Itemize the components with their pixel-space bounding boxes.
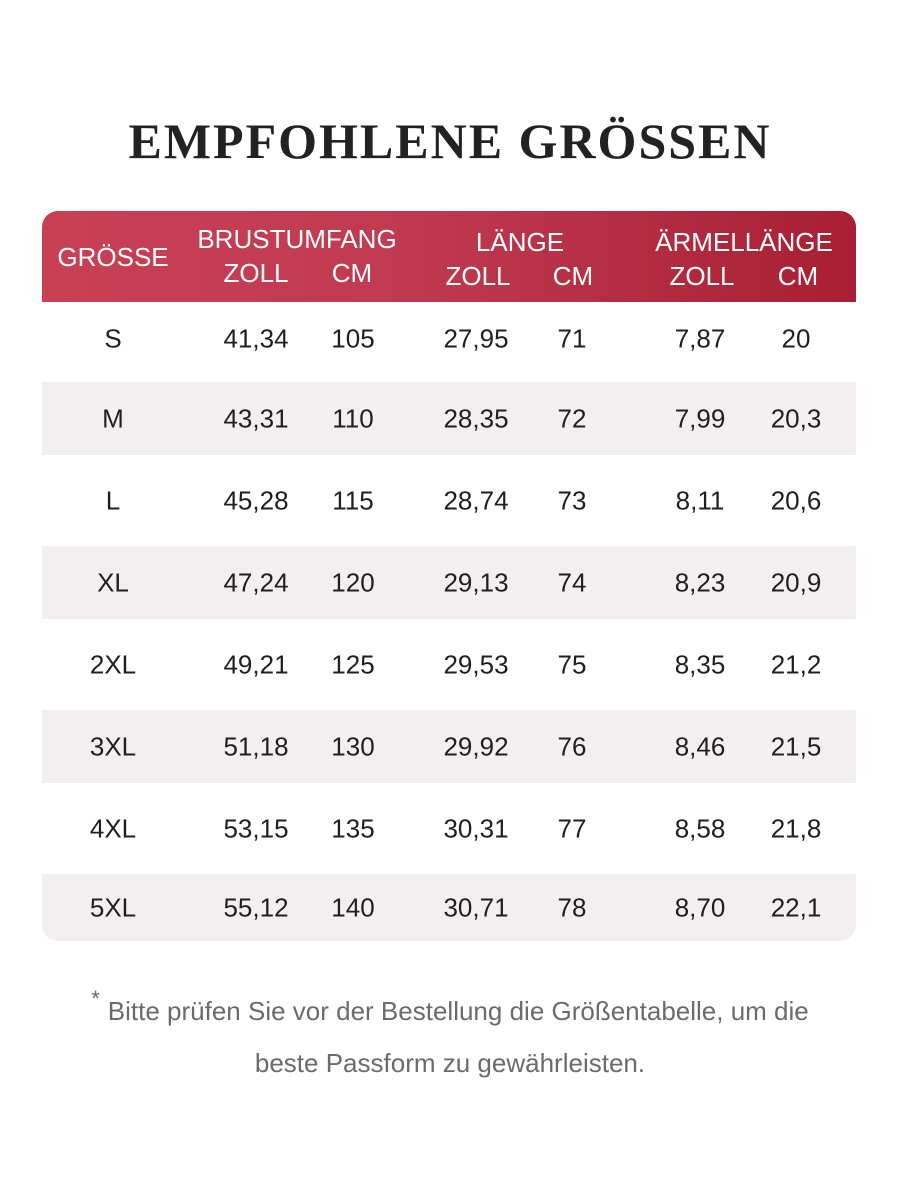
cell-sleeve-cm: 22,1 [770, 892, 822, 922]
table-body: S 41,34 105 27,95 71 7,87 20 M 43,31 110 28,35 72 7,… [42, 302, 856, 941]
cell-chest-inch: 53,15 [223, 813, 289, 843]
cell-length-inch: 29,13 [443, 567, 509, 597]
cell-length-inch: 27,95 [443, 323, 509, 353]
cell-sleeve-cm: 21,8 [770, 813, 822, 843]
header-chest-cm: CM [331, 258, 373, 288]
table-header: GRÖSSE BRUSTUMFANG ZOLL CM LÄNGE ZOLL CM… [42, 211, 856, 302]
cell-sleeve-inch: 8,35 [674, 649, 726, 679]
cell-sleeve-inch: 8,58 [674, 813, 726, 843]
cell-length-cm: 71 [557, 323, 587, 353]
cell-sleeve-inch: 8,46 [674, 731, 726, 761]
cell-sleeve-inch: 8,70 [674, 892, 726, 922]
note-asterisk: * [91, 986, 100, 1011]
table-row: XL 47,24 120 29,13 74 8,23 20,9 [42, 546, 856, 619]
cell-length-cm: 73 [557, 485, 587, 515]
table-row: L 45,28 115 28,74 73 8,11 20,6 [42, 464, 856, 537]
cell-sleeve-inch: 8,23 [674, 567, 726, 597]
cell-sleeve-cm: 21,2 [770, 649, 822, 679]
cell-chest-inch: 51,18 [223, 731, 289, 761]
cell-length-inch: 29,53 [443, 649, 509, 679]
header-sleeve-cm: CM [777, 261, 819, 291]
cell-length-cm: 76 [557, 731, 587, 761]
header-sleeve-inch: ZOLL [669, 261, 735, 291]
header-size: GRÖSSE [57, 242, 169, 272]
cell-size: 4XL [89, 813, 137, 843]
cell-length-inch: 28,35 [443, 403, 509, 433]
cell-length-inch: 30,71 [443, 892, 509, 922]
table-row: 2XL 49,21 125 29,53 75 8,35 21,2 [42, 628, 856, 701]
cell-size: M [102, 403, 124, 433]
cell-sleeve-cm: 20 [781, 323, 811, 353]
cell-sleeve-cm: 20,9 [770, 567, 822, 597]
cell-size: 2XL [89, 649, 137, 679]
cell-chest-cm: 110 [332, 403, 374, 433]
cell-size: L [105, 485, 121, 515]
cell-sleeve-cm: 21,5 [770, 731, 822, 761]
cell-chest-inch: 43,31 [223, 403, 289, 433]
page-title: EMPFOHLENE GRÖSSEN [128, 113, 772, 169]
cell-size: 3XL [89, 731, 137, 761]
header-length: LÄNGE [475, 227, 565, 257]
cell-chest-cm: 120 [331, 567, 375, 597]
header-length-inch: ZOLL [445, 261, 511, 291]
cell-length-cm: 72 [557, 403, 587, 433]
cell-chest-cm: 140 [331, 892, 375, 922]
cell-chest-cm: 105 [331, 323, 375, 353]
header-length-cm: CM [552, 261, 594, 291]
cell-size: XL [97, 567, 129, 597]
cell-sleeve-cm: 20,3 [770, 403, 822, 433]
cell-sleeve-inch: 7,99 [674, 403, 726, 433]
table-row: 4XL 53,15 135 30,31 77 8,58 21,8 [42, 792, 856, 865]
header-sleeve: ÄRMELLÄNGE [655, 227, 833, 257]
cell-length-inch: 29,92 [443, 731, 509, 761]
cell-chest-cm: 115 [332, 485, 374, 515]
table-row: M 43,31 110 28,35 72 7,99 20,3 [42, 382, 856, 455]
cell-length-cm: 77 [557, 813, 587, 843]
header-chest: BRUSTUMFANG [197, 224, 397, 254]
cell-chest-inch: 49,21 [223, 649, 289, 679]
table-row: 3XL 51,18 130 29,92 76 8,46 21,5 [42, 710, 856, 783]
cell-length-inch: 30,31 [443, 813, 509, 843]
note-line-1: * Bitte prüfen Sie vor der Bestellung die… [0, 986, 900, 1027]
cell-length-cm: 78 [557, 892, 587, 922]
cell-chest-inch: 55,12 [223, 892, 289, 922]
cell-sleeve-inch: 8,11 [675, 485, 725, 515]
cell-length-inch: 28,74 [443, 485, 509, 515]
note-line-2: beste Passform zu gewährleisten. [254, 1048, 646, 1078]
cell-sleeve-cm: 20,6 [770, 485, 822, 515]
cell-chest-inch: 47,24 [223, 567, 289, 597]
cell-size: S [104, 323, 122, 353]
cell-chest-inch: 45,28 [223, 485, 289, 515]
size-chart-table: GRÖSSE BRUSTUMFANG ZOLL CM LÄNGE ZOLL CM… [42, 211, 856, 941]
table-row: 5XL 55,12 140 30,71 78 8,70 22,1 [42, 874, 856, 941]
cell-size: 5XL [89, 892, 137, 922]
header-chest-inch: ZOLL [223, 258, 289, 288]
cell-length-cm: 74 [557, 567, 587, 597]
cell-sleeve-inch: 7,87 [674, 323, 726, 353]
cell-length-cm: 75 [557, 649, 587, 679]
cell-chest-cm: 125 [331, 649, 375, 679]
table-row: S 41,34 105 27,95 71 7,87 20 [42, 302, 856, 375]
cell-chest-cm: 130 [331, 731, 375, 761]
note-text-1: Bitte prüfen Sie vor der Bestellung die … [107, 996, 809, 1026]
cell-chest-inch: 41,34 [223, 323, 289, 353]
cell-chest-cm: 135 [331, 813, 375, 843]
